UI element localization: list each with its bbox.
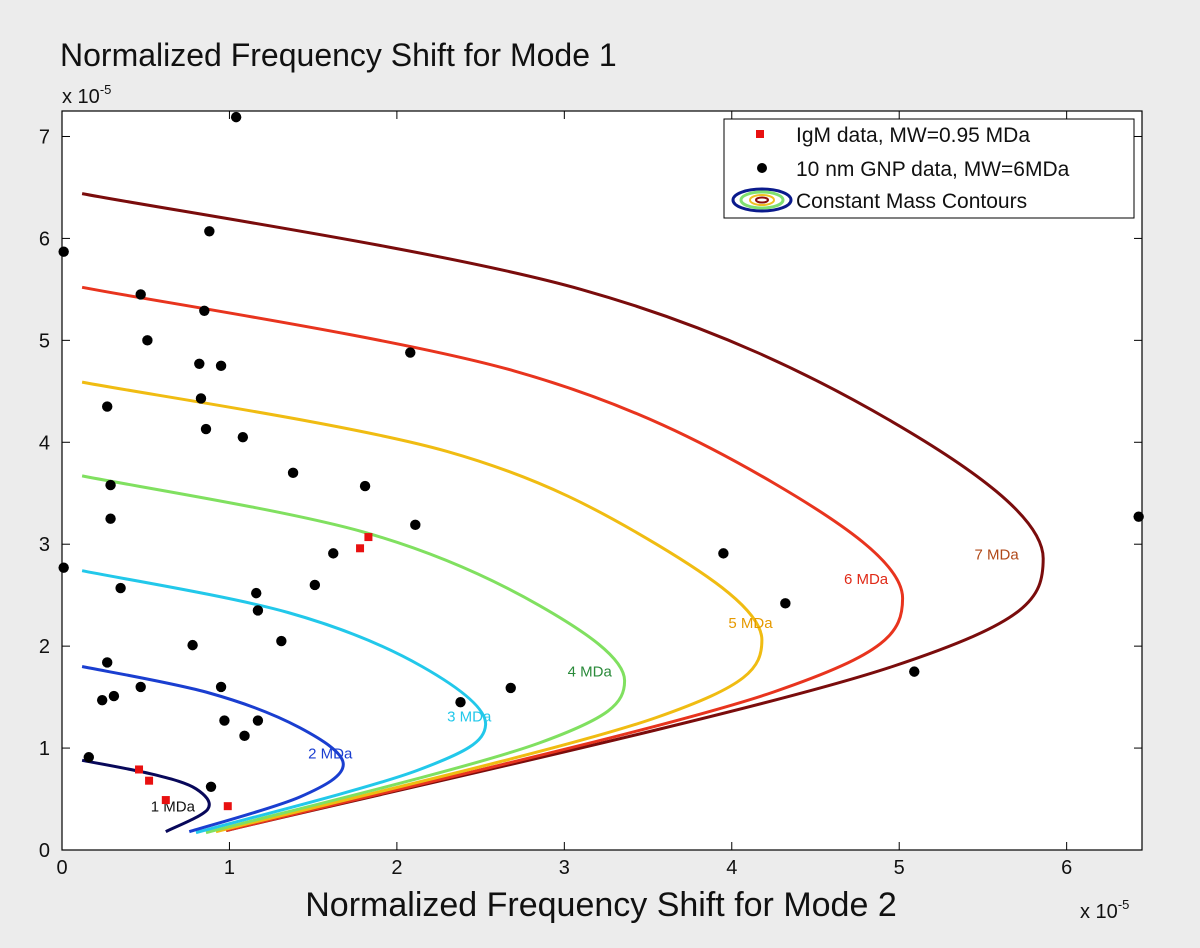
y-tick-label: 3: [39, 534, 50, 556]
plot-area: [61, 110, 1143, 851]
x-multiplier-label: x 10-5: [1080, 897, 1129, 923]
y-tick-label: 1: [39, 738, 50, 760]
gnp-data-point: [102, 657, 113, 668]
gnp-data-point: [58, 562, 69, 573]
x-tick-label: 5: [894, 857, 905, 879]
gnp-data-point: [135, 289, 146, 300]
contour-label-5-mda: 5 MDa: [728, 615, 773, 632]
contour-1-mda: [81, 758, 211, 834]
igm-data-point: [161, 796, 170, 805]
gnp-data-point: [239, 730, 250, 742]
contour-7-mda: [81, 192, 1045, 833]
gnp-data-point: [108, 690, 120, 702]
gnp-data-point: [252, 605, 264, 616]
gnp-data-point: [135, 681, 146, 693]
contour-5-mda: [81, 380, 764, 834]
gnp-data-point: [96, 694, 108, 706]
legend-entry-igm: IgM data, MW=0.95 MDa: [796, 124, 1030, 147]
gnp-data-point: [199, 305, 210, 316]
gnp-data-point: [237, 431, 249, 443]
x-tick-label: 1: [224, 857, 235, 879]
y-tick-label: 6: [39, 228, 50, 250]
contour-6-mda: [81, 285, 905, 833]
gnp-data-point: [251, 587, 262, 599]
legend-entry-gnp: 10 nm GNP data, MW=6MDa: [796, 158, 1070, 181]
gnp-data-point: [105, 513, 116, 524]
gnp-data-point: [505, 682, 516, 694]
gnp-data-point: [410, 519, 421, 531]
gnp-data-point: [187, 639, 198, 651]
gnp-data-point: [276, 635, 287, 647]
y-tick-label: 0: [39, 840, 50, 862]
legend-marker-contours: [731, 187, 793, 213]
contour-label-1-mda: 1 MDa: [151, 798, 196, 815]
igm-data-point: [364, 533, 373, 542]
contour-label-7-mda: 7 MDa: [975, 546, 1020, 563]
igm-data-point: [223, 802, 232, 811]
legend-box: [723, 118, 1135, 219]
gnp-data-point: [405, 347, 416, 358]
gnp-data-point: [58, 246, 69, 257]
gnp-data-point: [309, 579, 321, 591]
contour-label-4-mda: 4 MDa: [568, 664, 613, 681]
x-tick-label: 6: [1061, 857, 1072, 879]
y-tick-label: 5: [39, 330, 50, 352]
y-multiplier-label: x 10-5: [62, 82, 111, 108]
x-tick-label: 3: [559, 857, 570, 879]
gnp-data-point: [1133, 511, 1144, 522]
gnp-data-point: [194, 358, 205, 369]
gnp-data-point: [780, 598, 791, 609]
gnp-data-point: [252, 715, 264, 726]
gnp-data-point: [215, 681, 227, 693]
gnp-data-point: [102, 401, 113, 412]
gnp-data-point: [328, 548, 339, 559]
contour-2-mda: [81, 665, 345, 834]
gnp-data-point: [287, 467, 299, 479]
gnp-data-point: [205, 781, 217, 793]
igm-data-point: [145, 776, 154, 785]
points-layer: [58, 111, 1144, 811]
gnp-data-point: [142, 335, 153, 346]
gnp-data-point: [219, 715, 230, 726]
contour-4-mda: [81, 474, 627, 835]
gnp-data-point: [115, 582, 126, 594]
y-tick-label: 7: [39, 126, 50, 148]
legend-entry-contours: Constant Mass Contours: [796, 190, 1027, 213]
y-tick-label: 2: [39, 636, 50, 658]
legend-marker-igm: [756, 130, 764, 138]
gnp-data-point: [215, 360, 227, 372]
gnp-data-point: [909, 666, 920, 677]
legend-marker-gnp: [757, 163, 767, 173]
contour-label-6-mda: 6 MDa: [844, 571, 889, 588]
contour-label-3-mda: 3 MDa: [447, 709, 492, 726]
gnp-data-point: [195, 393, 207, 404]
gnp-data-point: [230, 111, 242, 123]
gnp-data-point: [83, 752, 94, 763]
x-tick-label: 2: [391, 857, 402, 879]
x-tick-label: 4: [726, 857, 737, 879]
gnp-data-point: [204, 226, 215, 237]
igm-data-point: [356, 544, 365, 553]
ticks-layer: 0 1 2 3 4 5 6 0 1 2 3 4 5 6 7: [39, 111, 1142, 879]
gnp-data-point: [359, 480, 371, 492]
x-axis-label: Normalized Frequency Shift for Mode 2: [305, 886, 896, 924]
legend: IgM data, MW=0.95 MDa 10 nm GNP data, MW…: [723, 118, 1135, 219]
y-tick-label: 4: [39, 432, 50, 454]
chart-title: Normalized Frequency Shift for Mode 1: [60, 37, 617, 73]
contour-3-mda: [81, 569, 488, 835]
gnp-data-point: [455, 697, 466, 708]
x-tick-label: 0: [56, 857, 67, 879]
gnp-data-point: [718, 548, 729, 559]
gnp-data-point: [105, 479, 116, 491]
contour-label-2-mda: 2 MDa: [308, 745, 353, 762]
igm-data-point: [135, 765, 144, 774]
contours-layer: 1 MDa 2 MDa 3 MDa 4 MDa 5 MDa 6 MDa 7 MDa: [81, 192, 1045, 835]
gnp-data-point: [200, 423, 212, 435]
